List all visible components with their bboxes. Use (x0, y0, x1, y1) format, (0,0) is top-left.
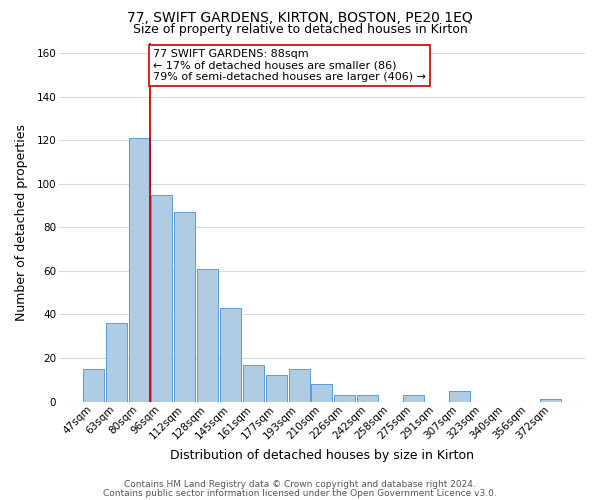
Text: 77 SWIFT GARDENS: 88sqm
← 17% of detached houses are smaller (86)
79% of semi-de: 77 SWIFT GARDENS: 88sqm ← 17% of detache… (153, 49, 426, 82)
Text: 77, SWIFT GARDENS, KIRTON, BOSTON, PE20 1EQ: 77, SWIFT GARDENS, KIRTON, BOSTON, PE20 … (127, 11, 473, 25)
Bar (334, 395, 355, 402)
Text: Contains public sector information licensed under the Open Government Licence v3: Contains public sector information licen… (103, 488, 497, 498)
Bar (540, 400, 561, 402)
Bar (449, 390, 470, 402)
Text: Size of property relative to detached houses in Kirton: Size of property relative to detached ho… (133, 22, 467, 36)
X-axis label: Distribution of detached houses by size in Kirton: Distribution of detached houses by size … (170, 450, 474, 462)
Text: Contains HM Land Registry data © Crown copyright and database right 2024.: Contains HM Land Registry data © Crown c… (124, 480, 476, 489)
Bar (311, 384, 332, 402)
Bar (289, 369, 310, 402)
Bar (106, 323, 127, 402)
Y-axis label: Number of detached properties: Number of detached properties (15, 124, 28, 320)
Bar (83, 369, 104, 402)
Bar (128, 138, 149, 402)
Bar (243, 364, 264, 402)
Bar (403, 395, 424, 402)
Bar (151, 195, 172, 402)
Bar (197, 269, 218, 402)
Bar (174, 212, 195, 402)
Bar (220, 308, 241, 402)
Bar (357, 395, 378, 402)
Bar (266, 376, 287, 402)
